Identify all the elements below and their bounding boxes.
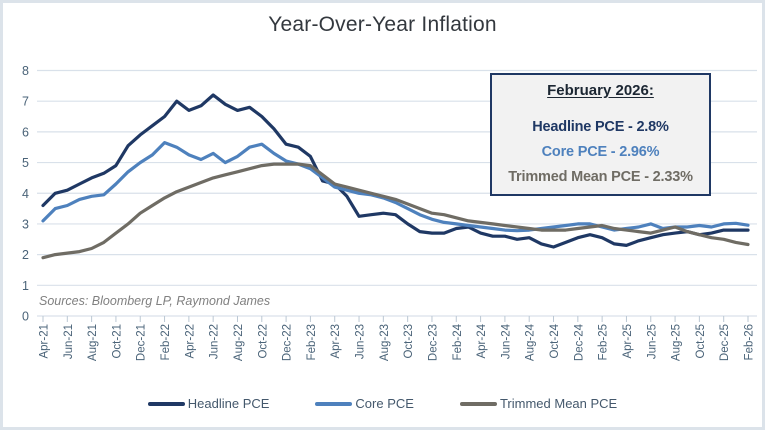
x-axis-tick-label: Dec-24 — [573, 323, 585, 361]
x-axis-tick-label: Oct-23 — [403, 324, 415, 359]
chart-legend: Headline PCE Core PCE Trimmed Mean PCE — [3, 396, 762, 411]
y-axis-tick-label: 3 — [22, 217, 29, 231]
x-axis-tick-label: Apr-25 — [622, 324, 634, 359]
x-axis-tick-label: Apr-22 — [184, 324, 196, 359]
y-axis-tick-label: 7 — [22, 95, 29, 109]
x-axis-tick-label: Jun-23 — [355, 324, 367, 359]
core-pce-line-swatch — [315, 401, 353, 406]
annotation-heading: February 2026: — [547, 82, 654, 99]
y-axis-tick-label: 2 — [22, 248, 29, 262]
x-axis-tick-label: Oct-24 — [549, 323, 561, 358]
x-axis-tick-label: Oct-21 — [111, 324, 123, 359]
y-axis-tick-label: 5 — [22, 156, 29, 170]
x-axis-tick-label: Apr-21 — [39, 324, 51, 359]
plot-area: 0 1 2 3 4 5 6 7 8 Apr-21 Jun-21 Aug-21 Oct-21 Dec-21 F… — [22, 64, 757, 361]
x-axis-tick-label: Dec-21 — [136, 324, 148, 361]
trimmed-mean-pce-line-swatch — [459, 401, 497, 406]
headline-pce-line — [41, 93, 750, 249]
x-axis-tick-label: Oct-25 — [695, 324, 707, 359]
legend-label: Core PCE — [355, 396, 414, 411]
headline-pce-line-swatch — [147, 401, 185, 406]
y-axis-tick-label: 6 — [22, 125, 29, 139]
x-axis-tick-label: Aug-23 — [379, 324, 391, 361]
annotation-box: February 2026: Headline PCE - 2.8% Core … — [490, 73, 711, 196]
x-axis-tick-label: Apr-24 — [476, 323, 488, 358]
chart-title: Year-Over-Year Inflation — [268, 13, 497, 36]
annotation-trimmed-mean-pce: Trimmed Mean PCE - 2.33% — [508, 169, 693, 185]
x-axis-tick-label: Feb-26 — [744, 324, 756, 360]
x-axis-tick-label: Feb-24 — [452, 323, 464, 360]
x-axis-tick-label: Jun-25 — [646, 324, 658, 359]
source-note: Sources: Bloomberg LP, Raymond James — [39, 294, 271, 308]
trimmed-mean-pce-line — [41, 162, 750, 260]
x-axis-tick-label: Dec-22 — [282, 324, 294, 361]
legend-label: Headline PCE — [187, 396, 270, 411]
core-pce-line — [41, 141, 750, 233]
legend-item-core-pce: Core PCE — [315, 396, 414, 411]
y-axis-tick-label: 1 — [22, 279, 29, 293]
annotation-headline-pce: Headline PCE - 2.8% — [532, 119, 669, 135]
annotation-core-pce: Core PCE - 2.96% — [541, 144, 660, 160]
x-axis-tick-label: Aug-21 — [87, 324, 99, 361]
x-axis-tick-label: Dec-25 — [719, 324, 731, 361]
x-axis-tick-label: Jun-21 — [63, 324, 75, 359]
x-axis-tick-label: Feb-25 — [598, 324, 610, 360]
y-axis-tick-label: 8 — [22, 64, 29, 78]
legend-label: Trimmed Mean PCE — [499, 396, 618, 411]
legend-item-trimmed-mean-pce: Trimmed Mean PCE — [459, 396, 618, 411]
x-axis-tick-label: Feb-23 — [306, 324, 318, 360]
x-axis-tick-label: Jun-22 — [209, 324, 221, 359]
y-axis-tick-label: 0 — [22, 310, 29, 324]
x-axis-tick-label: Aug-22 — [233, 324, 245, 361]
x-axis-tick-label: Dec-23 — [427, 324, 439, 361]
x-axis-tick-label: Apr-23 — [330, 324, 342, 359]
x-axis-tick-label: Aug-24 — [525, 323, 537, 361]
x-axis-tick-label: Aug-25 — [671, 324, 683, 361]
x-axis-tick-label: Feb-22 — [160, 324, 172, 360]
x-axis-tick-label: Oct-22 — [257, 324, 269, 359]
legend-item-headline-pce: Headline PCE — [147, 396, 270, 411]
x-axis-tick-label: Jun-24 — [500, 323, 512, 359]
y-axis-tick-label: 4 — [22, 187, 29, 201]
